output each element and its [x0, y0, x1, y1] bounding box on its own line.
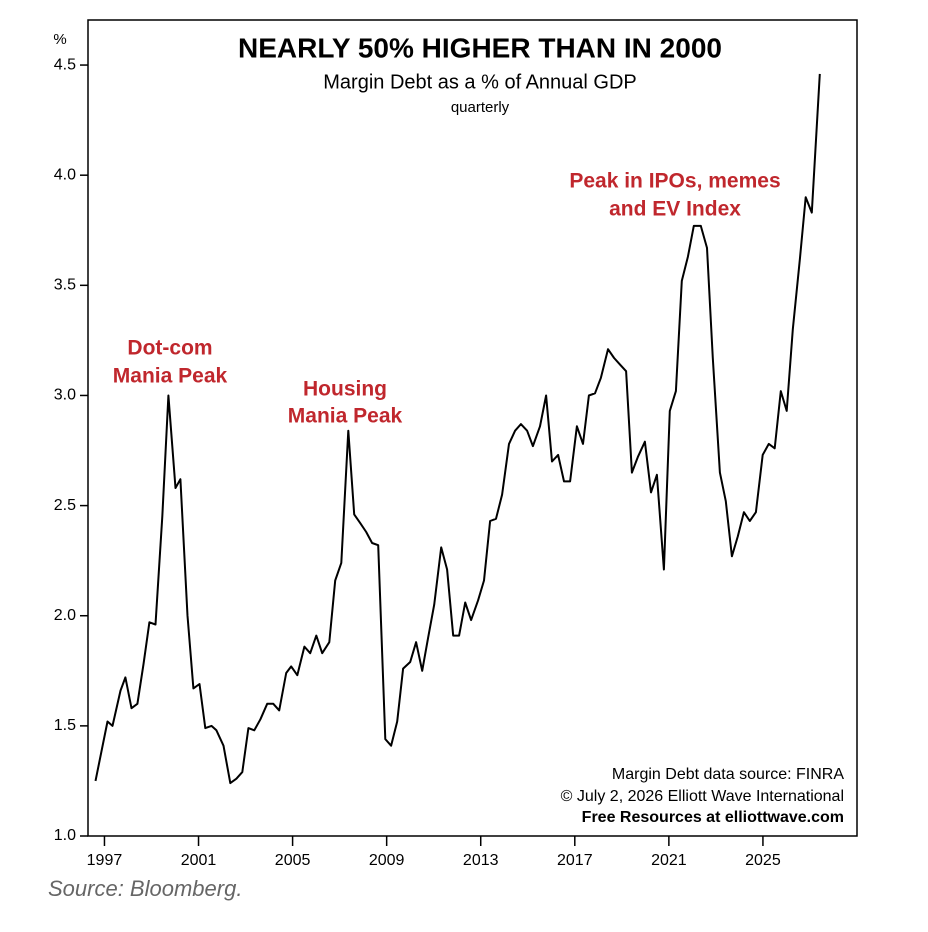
credit: Free Resources at elliottwave.com: [582, 809, 844, 826]
x-tick-label: 2021: [651, 852, 687, 869]
x-tick-label: 2001: [181, 852, 217, 869]
x-tick-label: 2013: [463, 852, 499, 869]
annotation: Peak in IPOs, memes: [569, 170, 780, 193]
chart-subtitle: quarterly: [451, 99, 510, 116]
annotation: and EV Index: [609, 198, 741, 221]
y-tick-label: 3.0: [54, 387, 76, 404]
credit: Margin Debt data source: FINRA: [612, 766, 844, 783]
data-line: [94, 73, 821, 785]
source-note: Source: Bloomberg.: [48, 876, 242, 901]
x-tick-label: 2017: [557, 852, 593, 869]
chart-subtitle: Margin Debt as a % of Annual GDP: [323, 71, 637, 93]
annotation: Mania Peak: [113, 365, 228, 388]
y-tick-label: 2.0: [54, 607, 76, 624]
x-tick-label: 2025: [745, 852, 781, 869]
y-tick-label: 1.5: [54, 717, 76, 734]
x-tick-label: 2009: [369, 852, 405, 869]
annotation: Mania Peak: [288, 405, 403, 428]
x-tick-label: 2005: [275, 852, 311, 869]
x-tick-label: 1997: [87, 852, 123, 869]
credit: © July 2, 2026 Elliott Wave Internationa…: [561, 788, 844, 805]
y-tick-label: 4.5: [54, 56, 76, 73]
annotation: Housing: [303, 378, 387, 401]
chart-background: [50, 20, 857, 868]
y-tick-label: 3.5: [54, 277, 76, 294]
y-axis-label: %: [53, 31, 66, 48]
annotation: Dot-com: [127, 337, 212, 360]
chart-title: NEARLY 50% HIGHER THAN IN 2000: [238, 32, 722, 63]
y-tick-label: 4.0: [54, 166, 76, 183]
plot-frame: [87, 19, 858, 837]
y-tick-label: 1.0: [54, 827, 76, 844]
y-tick-label: 2.5: [54, 497, 76, 514]
